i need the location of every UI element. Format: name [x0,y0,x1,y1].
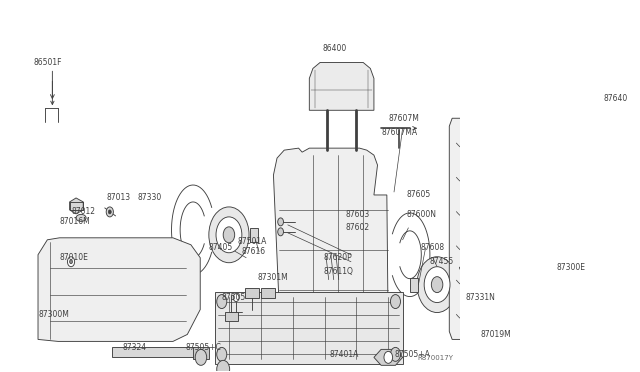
Text: 87602: 87602 [345,223,369,232]
Text: 87505+A: 87505+A [394,350,430,359]
Text: 87501A: 87501A [237,237,267,246]
Text: 87324: 87324 [123,343,147,352]
Text: 87603: 87603 [345,211,369,219]
Text: 87640: 87640 [604,94,628,103]
Polygon shape [528,108,611,344]
Polygon shape [225,311,237,321]
Text: 87505: 87505 [222,293,246,302]
Ellipse shape [76,214,86,221]
Circle shape [478,324,485,334]
Text: 87331N: 87331N [466,293,495,302]
Polygon shape [70,198,83,214]
Text: 87616: 87616 [241,247,265,256]
Polygon shape [449,118,518,339]
Circle shape [424,267,450,302]
Circle shape [390,295,401,308]
Text: 87016M: 87016M [60,217,90,227]
Circle shape [278,218,284,226]
Text: 87300M: 87300M [38,310,69,319]
Text: R870017Y: R870017Y [417,355,453,361]
Polygon shape [374,349,403,365]
Circle shape [233,294,239,302]
Circle shape [217,360,230,372]
Polygon shape [410,278,419,292]
Circle shape [598,274,604,282]
Text: 86501F: 86501F [34,58,62,67]
Text: 87620P: 87620P [324,253,353,262]
Polygon shape [309,62,374,110]
Text: 86400: 86400 [323,44,346,53]
Circle shape [598,184,604,192]
Circle shape [217,347,227,361]
Circle shape [487,344,495,355]
Circle shape [390,347,401,361]
Circle shape [70,260,72,264]
Text: 87607MA: 87607MA [381,128,417,137]
Text: 87600N: 87600N [406,211,436,219]
Polygon shape [260,288,275,298]
Circle shape [384,352,392,363]
Text: 87607M: 87607M [388,114,419,123]
Circle shape [209,207,249,263]
Polygon shape [244,288,259,298]
Text: 87605: 87605 [406,190,431,199]
Text: 87300E: 87300E [557,263,586,272]
Circle shape [598,234,604,242]
Text: 87505+C: 87505+C [186,343,221,352]
Polygon shape [112,347,195,357]
Text: 87405: 87405 [209,243,233,252]
Polygon shape [38,238,200,341]
Text: 87301M: 87301M [258,273,289,282]
Circle shape [217,295,227,308]
Circle shape [195,349,207,365]
Polygon shape [193,347,209,359]
Circle shape [216,217,242,253]
Polygon shape [273,148,388,339]
Text: 87455: 87455 [429,257,454,266]
Circle shape [223,227,235,243]
Circle shape [106,207,113,217]
Text: 87401A: 87401A [330,350,359,359]
Polygon shape [214,292,403,364]
Polygon shape [250,228,258,242]
Text: 87611Q: 87611Q [324,267,353,276]
Text: 87330: 87330 [137,193,161,202]
Text: 87012: 87012 [71,208,95,217]
Circle shape [278,228,284,236]
Circle shape [598,139,604,147]
Text: 87019M: 87019M [480,330,511,339]
Text: 87013: 87013 [107,193,131,202]
Circle shape [67,257,75,267]
Circle shape [108,210,111,214]
Circle shape [431,277,443,293]
Text: 87010E: 87010E [60,253,88,262]
Circle shape [417,257,457,312]
Text: 87608: 87608 [420,243,445,252]
